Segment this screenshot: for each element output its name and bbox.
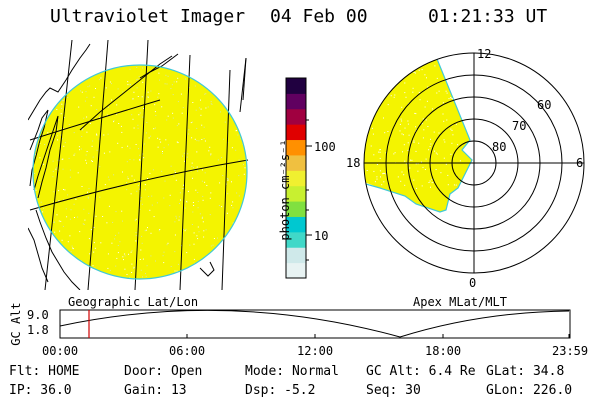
latitude-grid xyxy=(29,99,249,211)
apex-polar-panel xyxy=(363,52,585,274)
time-display: 01:21:33 UT xyxy=(428,6,548,27)
lat-label-60: 60 xyxy=(537,98,552,112)
info-seq: Seq: 30 xyxy=(366,383,421,398)
alt-x-tick-1800: 18:00 xyxy=(425,344,462,358)
alt-y-tick-top: 9.0 xyxy=(27,308,49,322)
alt-axis-label: GC Alt xyxy=(9,302,23,346)
geographic-image-panel xyxy=(28,40,249,290)
info-mode: Mode: Normal xyxy=(245,364,339,379)
altitude-plot xyxy=(59,309,571,339)
polar-grid xyxy=(363,52,585,274)
date-display: 04 Feb 00 xyxy=(270,6,368,27)
colorbar-segment xyxy=(286,170,306,187)
colorbar-segment xyxy=(286,231,306,248)
mlt-label-0: 0 xyxy=(469,276,477,290)
colorbar-unit-label: photon cm⁻²s⁻¹ xyxy=(278,139,292,241)
info-door: Door: Open xyxy=(124,364,203,379)
colorbar-segment xyxy=(286,201,306,217)
info-gain: Gain: 13 xyxy=(124,383,187,398)
apex-panel-label: Apex MLat/MLT xyxy=(413,295,507,309)
image-limb xyxy=(32,64,248,280)
colorbar xyxy=(285,77,312,279)
alt-y-tick-bottom: 1.8 xyxy=(27,323,49,337)
mlt-label-12: 12 xyxy=(477,47,492,61)
alt-x-tick-0000: 00:00 xyxy=(42,344,79,358)
colorbar-segment xyxy=(286,78,306,94)
geo-panel-label: Geographic Lat/Lon xyxy=(68,295,199,309)
info-glon: GLon: 226.0 xyxy=(486,383,573,398)
colorbar-ticks xyxy=(306,119,312,261)
info-gc-alt: GC Alt: 6.4 Re xyxy=(366,364,476,379)
colorbar-segment xyxy=(286,108,306,125)
colorbar-segment xyxy=(286,139,306,156)
colorbar-tick-10: 10 xyxy=(314,229,329,243)
polar-uv-coverage xyxy=(364,54,472,212)
colorbar-tick-100: 100 xyxy=(314,140,336,154)
alt-x-tick-1200: 12:00 xyxy=(297,344,334,358)
mlt-label-18: 18 xyxy=(346,156,361,170)
alt-x-tick-2359: 23:59 xyxy=(552,344,589,358)
longitude-grid xyxy=(44,40,247,290)
orbit-altitude-curve xyxy=(59,309,570,338)
lat-label-80: 80 xyxy=(492,140,507,154)
colorbar-segment xyxy=(286,262,306,279)
info-flight: Flt: HOME xyxy=(9,364,80,379)
alt-x-ticks xyxy=(59,334,570,338)
info-glat: GLat: 34.8 xyxy=(486,364,565,379)
colorbar-segment xyxy=(286,185,306,202)
info-dsp: Dsp: -5.2 xyxy=(245,383,316,398)
lat-label-70: 70 xyxy=(512,119,527,133)
colorbar-segment xyxy=(286,247,306,264)
colorbar-segment xyxy=(286,154,306,171)
coastline xyxy=(28,43,215,290)
app-title: Ultraviolet Imager xyxy=(50,6,246,27)
colorbar-segment xyxy=(286,124,306,141)
uv-image-disk xyxy=(33,65,247,279)
alt-x-tick-0600: 06:00 xyxy=(169,344,206,358)
info-ip: IP: 36.0 xyxy=(9,383,72,398)
colorbar-segment xyxy=(286,216,306,233)
colorbar-segment xyxy=(286,93,306,110)
mlt-label-6: 6 xyxy=(576,156,584,170)
off-limb-grid xyxy=(242,57,247,101)
